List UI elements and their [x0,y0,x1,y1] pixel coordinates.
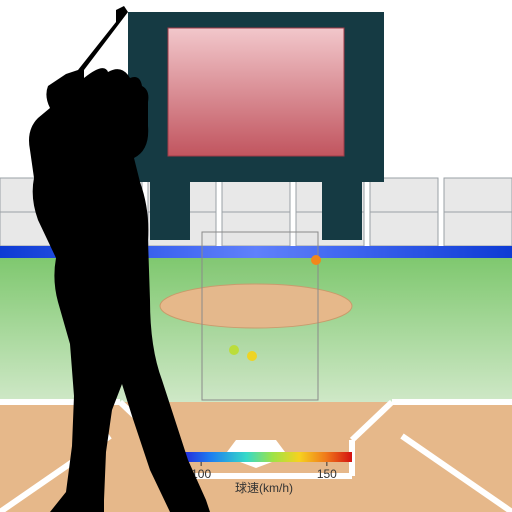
strike-zone [202,232,318,400]
legend-tick-label: 150 [317,467,337,481]
scoreboard-screen [168,28,344,156]
pitch-marker [229,345,239,355]
legend-colorbar [176,452,352,462]
pitch-location-chart: 100150球速(km/h) [0,0,512,512]
pitch-marker [247,351,257,361]
pitch-marker [311,255,321,265]
legend-title: 球速(km/h) [235,481,293,495]
